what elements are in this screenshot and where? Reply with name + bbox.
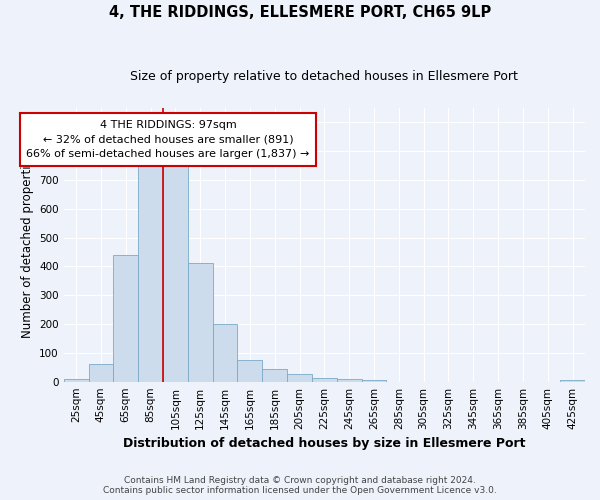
Text: 4, THE RIDDINGS, ELLESMERE PORT, CH65 9LP: 4, THE RIDDINGS, ELLESMERE PORT, CH65 9L… bbox=[109, 5, 491, 20]
Bar bbox=[312, 378, 337, 382]
Bar bbox=[89, 364, 113, 382]
Bar bbox=[163, 166, 188, 382]
Bar bbox=[560, 380, 585, 382]
Bar bbox=[337, 379, 362, 382]
Text: 4 THE RIDDINGS: 97sqm
← 32% of detached houses are smaller (891)
66% of semi-det: 4 THE RIDDINGS: 97sqm ← 32% of detached … bbox=[26, 120, 310, 160]
Bar bbox=[64, 379, 89, 382]
Bar bbox=[238, 360, 262, 382]
Bar bbox=[188, 264, 212, 382]
Bar bbox=[262, 370, 287, 382]
Bar bbox=[287, 374, 312, 382]
Bar bbox=[113, 255, 138, 382]
Y-axis label: Number of detached properties: Number of detached properties bbox=[20, 152, 34, 338]
X-axis label: Distribution of detached houses by size in Ellesmere Port: Distribution of detached houses by size … bbox=[123, 437, 526, 450]
Bar bbox=[212, 324, 238, 382]
Bar bbox=[362, 380, 386, 382]
Text: Contains HM Land Registry data © Crown copyright and database right 2024.
Contai: Contains HM Land Registry data © Crown c… bbox=[103, 476, 497, 495]
Bar bbox=[138, 164, 163, 382]
Title: Size of property relative to detached houses in Ellesmere Port: Size of property relative to detached ho… bbox=[130, 70, 518, 83]
